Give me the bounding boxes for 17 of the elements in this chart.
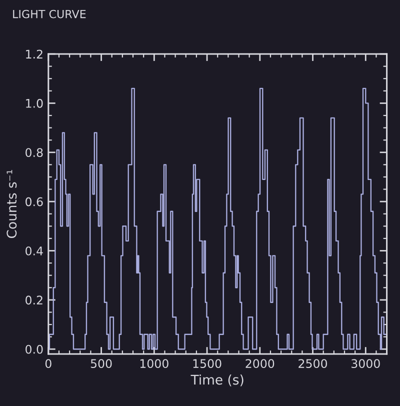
y-axis-title: Counts s⁻¹: [6, 170, 17, 238]
y-tick-label: 1.0: [26, 98, 43, 108]
x-tick-label: 0: [45, 359, 52, 368]
y-tick-label: 0.0: [26, 344, 43, 354]
y-tick-label: 0.4: [26, 246, 43, 256]
x-tick-label: 2000: [246, 359, 274, 368]
x-tick-label: 2500: [298, 359, 328, 368]
y-tick-label: 1.2: [26, 50, 42, 58]
x-tick-label: 1500: [193, 359, 222, 368]
x-tick-label: 1000: [140, 359, 168, 368]
x-tick-label: 3000: [352, 359, 380, 368]
x-axis-title: Time (s): [190, 374, 244, 386]
y-tick-label: 0.8: [26, 148, 43, 158]
y-tick-label: 0.6: [26, 197, 43, 206]
y-tick-label: 0.2: [26, 296, 42, 305]
x-tick-label: 500: [90, 359, 112, 368]
chart-title: LIGHT CURVE: [13, 10, 86, 18]
